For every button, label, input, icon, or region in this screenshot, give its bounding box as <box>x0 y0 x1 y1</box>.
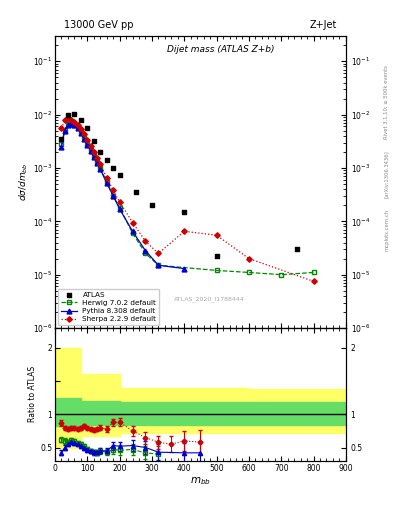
Pythia 8.308 default <box>72 122 77 129</box>
Pythia 8.308 default <box>79 130 83 136</box>
Pythia 8.308 default <box>75 125 80 132</box>
Sherpa 2.2.9 default <box>75 122 80 129</box>
Sherpa 2.2.9 default <box>72 119 77 125</box>
Sherpa 2.2.9 default <box>79 126 83 133</box>
Pythia 8.308 default <box>117 206 122 212</box>
Text: 13000 GeV pp: 13000 GeV pp <box>64 20 133 30</box>
ATLAS <box>78 116 84 124</box>
Pythia 8.308 default <box>130 228 135 234</box>
Herwig 7.0.2 default <box>98 165 103 171</box>
Pythia 8.308 default <box>182 266 187 272</box>
Sherpa 2.2.9 default <box>66 115 70 121</box>
Herwig 7.0.2 default <box>92 153 96 159</box>
Sherpa 2.2.9 default <box>85 137 90 143</box>
ATLAS <box>133 188 139 197</box>
Herwig 7.0.2 default <box>95 159 99 165</box>
Herwig 7.0.2 default <box>85 141 90 147</box>
Line: Pythia 8.308 default: Pythia 8.308 default <box>59 121 187 271</box>
ATLAS <box>58 135 64 143</box>
ATLAS <box>149 201 155 209</box>
Pythia 8.308 default <box>98 166 103 172</box>
Herwig 7.0.2 default <box>66 120 70 126</box>
Herwig 7.0.2 default <box>117 205 122 211</box>
Herwig 7.0.2 default <box>59 141 64 147</box>
Text: Dijet mass (ATLAS Z+b): Dijet mass (ATLAS Z+b) <box>167 45 275 54</box>
Pythia 8.308 default <box>92 154 96 160</box>
Sherpa 2.2.9 default <box>105 175 109 181</box>
Pythia 8.308 default <box>59 144 64 150</box>
Sherpa 2.2.9 default <box>311 278 316 284</box>
X-axis label: $m_{bb}$: $m_{bb}$ <box>190 475 211 487</box>
Text: Rivet 3.1.10; ≥ 500k events: Rivet 3.1.10; ≥ 500k events <box>384 66 389 139</box>
Pythia 8.308 default <box>95 160 99 166</box>
Herwig 7.0.2 default <box>111 193 116 199</box>
Sherpa 2.2.9 default <box>88 143 93 149</box>
Herwig 7.0.2 default <box>279 271 284 278</box>
Sherpa 2.2.9 default <box>143 239 148 245</box>
Herwig 7.0.2 default <box>79 129 83 135</box>
Pythia 8.308 default <box>156 262 161 268</box>
Herwig 7.0.2 default <box>156 262 161 268</box>
Text: Z+Jet: Z+Jet <box>310 20 337 30</box>
Herwig 7.0.2 default <box>75 124 80 131</box>
ATLAS <box>65 111 71 119</box>
Herwig 7.0.2 default <box>72 121 77 127</box>
ATLAS <box>110 164 116 172</box>
ATLAS <box>213 252 220 261</box>
Sherpa 2.2.9 default <box>214 232 219 238</box>
Herwig 7.0.2 default <box>88 146 93 153</box>
Line: Sherpa 2.2.9 default: Sherpa 2.2.9 default <box>59 116 316 283</box>
ATLAS <box>104 156 110 164</box>
Sherpa 2.2.9 default <box>59 125 64 132</box>
Herwig 7.0.2 default <box>82 134 86 140</box>
Sherpa 2.2.9 default <box>62 117 67 123</box>
Herwig 7.0.2 default <box>311 269 316 275</box>
ATLAS <box>181 208 187 216</box>
Herwig 7.0.2 default <box>130 230 135 236</box>
ATLAS <box>91 137 97 145</box>
Text: ATLAS_2020_I1788444: ATLAS_2020_I1788444 <box>174 296 244 302</box>
Text: mcplots.cern.ch: mcplots.cern.ch <box>384 209 389 251</box>
Sherpa 2.2.9 default <box>82 131 86 137</box>
ATLAS <box>294 245 301 253</box>
Pythia 8.308 default <box>111 193 116 199</box>
Herwig 7.0.2 default <box>105 179 109 185</box>
Pythia 8.308 default <box>143 248 148 254</box>
Text: [arXiv:1306.3436]: [arXiv:1306.3436] <box>384 150 389 198</box>
Sherpa 2.2.9 default <box>130 220 135 226</box>
Pythia 8.308 default <box>69 120 73 126</box>
Sherpa 2.2.9 default <box>98 161 103 167</box>
Pythia 8.308 default <box>66 121 70 127</box>
Herwig 7.0.2 default <box>143 250 148 257</box>
Sherpa 2.2.9 default <box>69 117 73 123</box>
Pythia 8.308 default <box>88 148 93 154</box>
Herwig 7.0.2 default <box>246 269 251 275</box>
ATLAS <box>84 124 90 133</box>
Sherpa 2.2.9 default <box>182 228 187 234</box>
Y-axis label: $d\sigma/dm_{bb}$: $d\sigma/dm_{bb}$ <box>18 163 30 201</box>
Herwig 7.0.2 default <box>69 120 73 126</box>
Sherpa 2.2.9 default <box>117 199 122 205</box>
Line: Herwig 7.0.2 default: Herwig 7.0.2 default <box>59 120 316 277</box>
Sherpa 2.2.9 default <box>156 250 161 257</box>
ATLAS <box>116 170 123 179</box>
Sherpa 2.2.9 default <box>92 149 96 155</box>
Legend: ATLAS, Herwig 7.0.2 default, Pythia 8.308 default, Sherpa 2.2.9 default: ATLAS, Herwig 7.0.2 default, Pythia 8.30… <box>58 289 159 325</box>
Herwig 7.0.2 default <box>214 267 219 273</box>
Sherpa 2.2.9 default <box>111 187 116 194</box>
Herwig 7.0.2 default <box>62 126 67 133</box>
Sherpa 2.2.9 default <box>95 155 99 161</box>
Y-axis label: Ratio to ATLAS: Ratio to ATLAS <box>28 367 37 422</box>
ATLAS <box>71 110 77 118</box>
Pythia 8.308 default <box>82 136 86 142</box>
Pythia 8.308 default <box>105 180 109 186</box>
ATLAS <box>97 148 103 156</box>
Pythia 8.308 default <box>62 127 67 134</box>
Sherpa 2.2.9 default <box>246 255 251 262</box>
Pythia 8.308 default <box>85 142 90 148</box>
